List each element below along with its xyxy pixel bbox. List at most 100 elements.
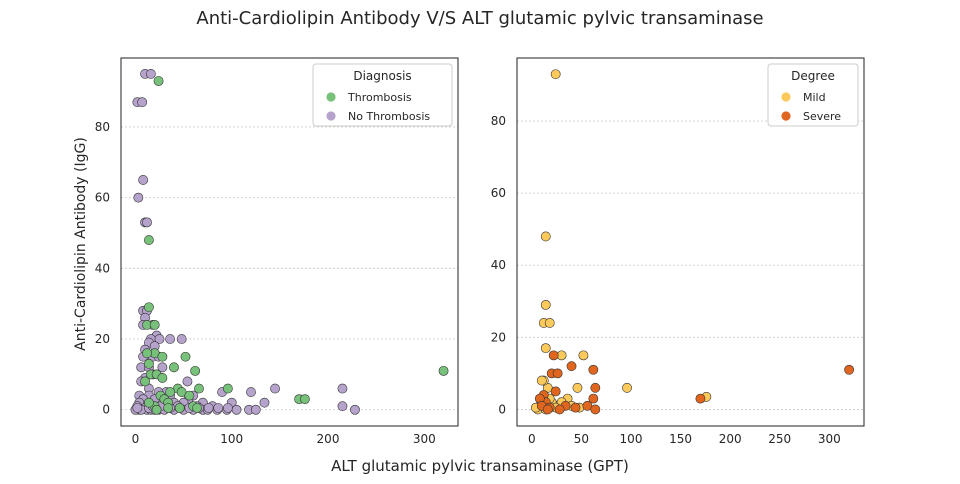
x-tick-label: 150	[669, 432, 692, 446]
legend-label: Thrombosis	[347, 91, 412, 104]
data-point	[540, 299, 551, 310]
y-tick-label: 60	[491, 186, 506, 200]
data-point	[536, 375, 547, 386]
data-point	[622, 382, 632, 393]
plot-frame	[516, 57, 865, 427]
data-point	[250, 404, 261, 415]
data-point	[337, 383, 348, 394]
legend-title: Diagnosis	[353, 69, 411, 83]
data-point	[588, 393, 599, 404]
data-point	[144, 302, 154, 313]
data-point	[540, 343, 551, 354]
x-tick-label: 300	[413, 432, 436, 446]
data-point	[337, 401, 348, 412]
data-point	[572, 382, 583, 393]
legend-marker	[326, 111, 336, 121]
data-point	[222, 403, 233, 413]
data-point	[176, 334, 187, 344]
data-point	[132, 403, 143, 413]
legend-label: Severe	[803, 110, 841, 123]
data-point	[190, 365, 201, 376]
legend-marker	[781, 111, 791, 121]
data-point	[590, 382, 601, 393]
data-point	[165, 334, 176, 344]
data-point	[552, 368, 563, 379]
data-point	[144, 235, 154, 245]
data-point	[153, 76, 164, 86]
data-point	[844, 364, 855, 375]
data-point	[438, 365, 449, 376]
y-axis-label: Anti-Cardiolipin Antibody (IgG)	[73, 137, 89, 351]
data-point	[213, 403, 224, 413]
y-tick-label: 80	[95, 120, 110, 134]
x-tick-label: 0	[132, 432, 140, 446]
y-tick-label: 60	[95, 191, 110, 205]
data-point	[548, 350, 559, 361]
data-point	[259, 397, 270, 408]
y-tick-label: 20	[491, 330, 506, 344]
data-point	[350, 404, 360, 415]
data-point	[590, 404, 601, 415]
data-point	[582, 400, 593, 411]
points-group	[530, 69, 855, 415]
x-tick-label: 100	[220, 432, 243, 446]
data-point	[142, 217, 152, 228]
data-point	[550, 69, 561, 80]
data-point	[133, 192, 144, 203]
legend-box	[767, 63, 859, 127]
data-point	[300, 394, 310, 405]
data-point	[588, 364, 599, 375]
x-tick-label: 300	[818, 432, 841, 446]
data-point	[157, 362, 168, 373]
data-point	[578, 350, 589, 361]
data-point	[144, 358, 154, 369]
points-group	[130, 69, 449, 415]
data-point	[182, 376, 193, 387]
legend: Degree Mild Severe	[767, 63, 859, 127]
subplot-2: 0 50 100 150 200 250 300 0 20 40 60 80 Degree Mild Sev…	[491, 57, 865, 446]
data-point	[157, 373, 168, 383]
data-point	[542, 404, 553, 415]
data-point	[145, 69, 156, 79]
data-point	[163, 403, 174, 413]
y-tick-label: 40	[95, 261, 110, 275]
y-tick-label: 0	[102, 403, 110, 417]
y-tick-label: 20	[95, 332, 110, 346]
data-point	[554, 404, 565, 415]
legend-box	[312, 63, 453, 127]
legend-title: Degree	[791, 69, 835, 83]
data-point	[544, 318, 555, 328]
data-point	[184, 390, 195, 401]
figure-xlabel: ALT glutamic pylvic transaminase (GPT)	[331, 457, 629, 475]
data-point	[169, 362, 179, 373]
x-tick-label: 100	[620, 432, 643, 446]
data-point	[566, 361, 577, 372]
data-point	[550, 386, 561, 397]
data-point	[144, 397, 154, 408]
subplot-1: 0 100 200 300 0 20 40 60 80 Diagnosis Thrombosis No…	[95, 57, 459, 446]
legend-marker	[781, 92, 791, 102]
plot-frame	[120, 57, 459, 427]
data-point	[246, 387, 256, 397]
data-point	[231, 404, 242, 415]
data-point	[142, 348, 152, 359]
x-tick-label: 50	[574, 432, 589, 446]
series-1	[140, 76, 449, 415]
legend-label: No Thrombosis	[348, 110, 430, 123]
series-1	[534, 350, 855, 415]
data-point	[138, 175, 149, 185]
x-tick-label: 200	[317, 432, 340, 446]
data-point	[137, 97, 148, 108]
data-point	[140, 376, 150, 387]
data-point	[151, 404, 162, 415]
data-point	[154, 334, 165, 344]
data-point	[695, 393, 706, 404]
data-point	[174, 403, 185, 413]
figure-title: Anti-Cardiolipin Antibody V/S ALT glutam…	[196, 8, 763, 29]
x-tick-label: 250	[768, 432, 791, 446]
y-tick-label: 80	[491, 114, 506, 128]
data-point	[149, 319, 160, 330]
x-tick-label: 200	[719, 432, 742, 446]
